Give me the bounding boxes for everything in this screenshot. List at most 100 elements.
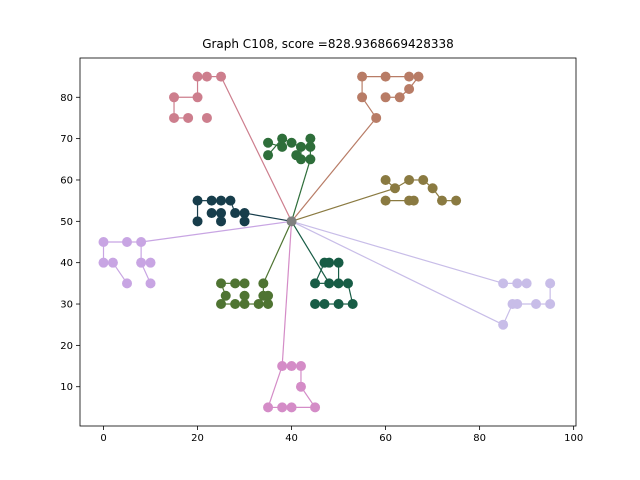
- data-point: [404, 174, 415, 185]
- hub-edge: [291, 220, 504, 326]
- data-point: [286, 361, 297, 372]
- points-layer: [98, 71, 556, 413]
- data-point: [192, 92, 203, 103]
- data-point: [239, 299, 250, 310]
- data-point: [357, 71, 368, 82]
- data-point: [498, 278, 509, 289]
- data-point: [394, 92, 405, 103]
- data-point: [545, 278, 556, 289]
- data-point: [225, 195, 236, 206]
- data-point: [98, 257, 109, 268]
- data-point: [437, 195, 448, 206]
- x-tick-label: 60: [379, 433, 392, 444]
- data-point: [371, 112, 382, 123]
- y-tick-label: 20: [60, 341, 73, 352]
- data-point: [333, 278, 344, 289]
- data-point: [192, 71, 203, 82]
- data-point: [521, 278, 532, 289]
- hub-edge: [220, 76, 293, 222]
- hub-edge: [291, 187, 396, 222]
- data-point: [263, 150, 274, 161]
- y-tick-label: 40: [60, 258, 73, 269]
- data-point: [220, 290, 231, 301]
- data-point: [169, 92, 180, 103]
- data-point: [512, 299, 523, 310]
- data-point: [206, 208, 217, 219]
- data-point: [319, 299, 330, 310]
- hub-edge: [141, 220, 292, 243]
- hub-edge: [244, 212, 292, 222]
- x-tick-label: 100: [564, 433, 583, 444]
- hub-edge: [291, 221, 330, 284]
- data-point: [145, 278, 156, 289]
- data-point: [239, 208, 250, 219]
- data-point: [216, 216, 227, 227]
- data-point: [107, 257, 118, 268]
- data-point: [295, 141, 306, 152]
- data-point: [277, 361, 288, 372]
- data-point: [136, 237, 147, 247]
- data-point: [230, 208, 241, 219]
- data-point: [216, 195, 227, 206]
- data-point: [545, 299, 556, 310]
- data-point: [263, 402, 274, 413]
- data-point: [291, 150, 302, 161]
- data-point: [333, 257, 344, 268]
- data-point: [216, 299, 227, 310]
- data-point: [418, 174, 429, 185]
- data-point: [183, 112, 194, 123]
- data-point: [122, 278, 133, 289]
- data-point: [122, 237, 133, 247]
- data-point: [206, 195, 217, 206]
- data-point: [201, 112, 212, 123]
- data-point: [333, 299, 344, 310]
- data-point: [192, 216, 203, 227]
- cluster-edge: [267, 365, 283, 408]
- data-point: [413, 71, 424, 82]
- data-point: [531, 299, 542, 310]
- data-point: [380, 195, 391, 206]
- data-point: [253, 299, 264, 310]
- data-point: [230, 299, 241, 310]
- data-point: [380, 71, 391, 82]
- hub-edge: [262, 221, 293, 284]
- data-point: [192, 195, 203, 206]
- center-point: [286, 216, 297, 227]
- y-tick-label: 60: [60, 175, 73, 186]
- data-point: [263, 137, 274, 148]
- data-point: [263, 290, 274, 301]
- data-point: [277, 133, 288, 144]
- data-point: [357, 92, 368, 103]
- data-point: [216, 278, 227, 289]
- data-point: [324, 278, 335, 289]
- hub-edge: [290, 159, 311, 222]
- plot-frame: [79, 57, 577, 427]
- data-point: [342, 278, 353, 289]
- data-point: [451, 195, 462, 206]
- data-point: [324, 257, 335, 268]
- y-tick-label: 80: [60, 93, 73, 104]
- data-point: [98, 237, 109, 247]
- hub-edge: [291, 220, 504, 284]
- data-point: [408, 195, 419, 206]
- data-point: [263, 299, 274, 310]
- data-point: [310, 402, 321, 413]
- data-point: [216, 71, 227, 82]
- x-tick-label: 0: [100, 433, 106, 444]
- data-point: [389, 183, 400, 194]
- data-point: [498, 319, 509, 330]
- data-point: [404, 71, 415, 82]
- data-point: [310, 299, 321, 310]
- data-point: [239, 216, 250, 227]
- y-tick-label: 10: [60, 382, 73, 393]
- data-point: [216, 208, 227, 219]
- data-point: [295, 361, 306, 372]
- data-point: [427, 183, 438, 194]
- data-point: [305, 141, 316, 152]
- data-point: [277, 141, 288, 152]
- hub-edge: [291, 117, 377, 222]
- data-point: [136, 257, 147, 268]
- data-point: [380, 92, 391, 103]
- data-point: [512, 278, 523, 289]
